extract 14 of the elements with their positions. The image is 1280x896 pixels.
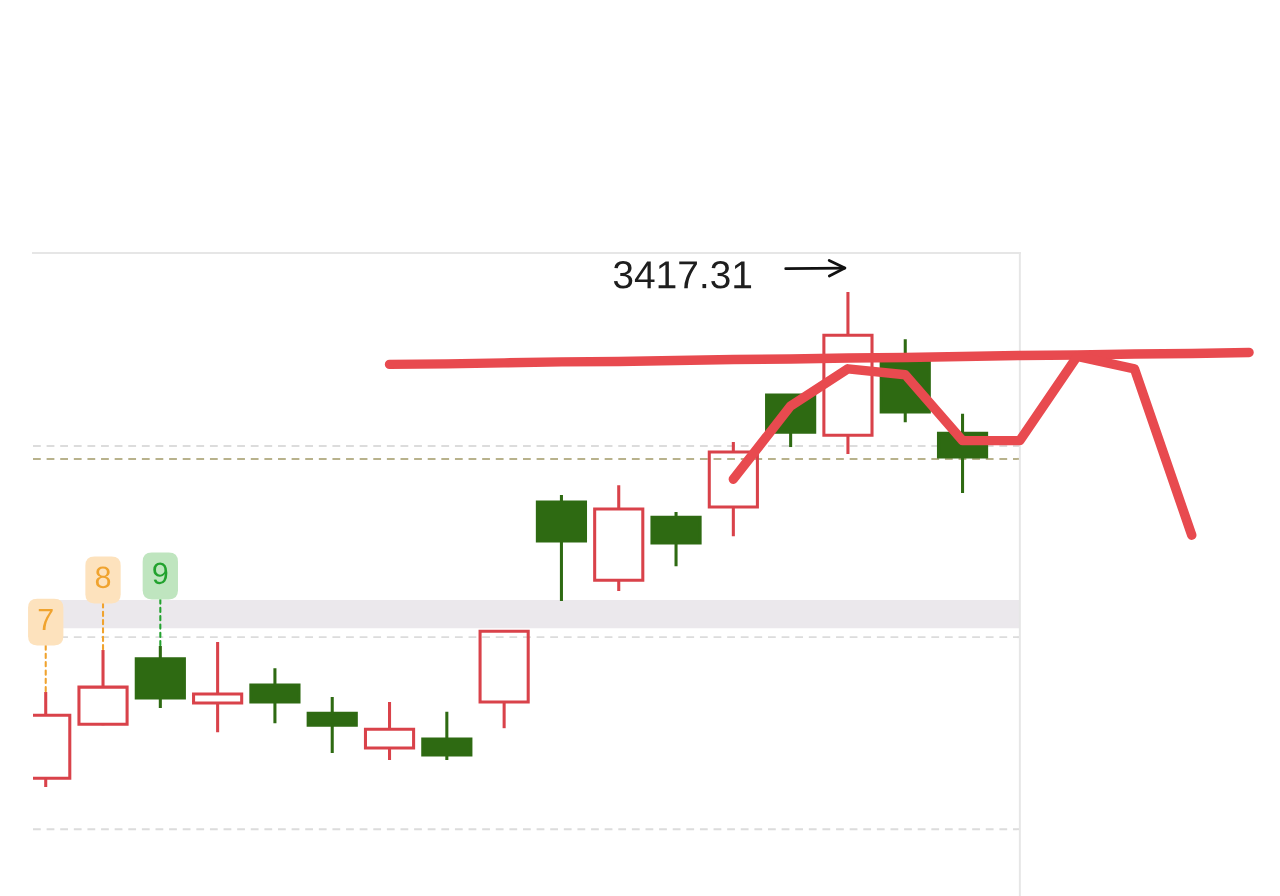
candlestick bbox=[478, 629, 530, 729]
candlestick bbox=[593, 485, 645, 592]
candlestick bbox=[535, 495, 588, 601]
annotation: 8 bbox=[95, 566, 111, 589]
candlestick bbox=[650, 511, 702, 567]
text: 3417.31 bbox=[613, 260, 752, 289]
candlestick bbox=[363, 701, 416, 760]
annotation: 9 bbox=[153, 562, 168, 585]
candlestick bbox=[421, 711, 473, 760]
annotation: 7 bbox=[38, 608, 53, 630]
candlestick bbox=[707, 442, 759, 537]
candlestick bbox=[306, 697, 358, 753]
candlestick bbox=[249, 668, 301, 724]
candlestick bbox=[192, 642, 244, 733]
